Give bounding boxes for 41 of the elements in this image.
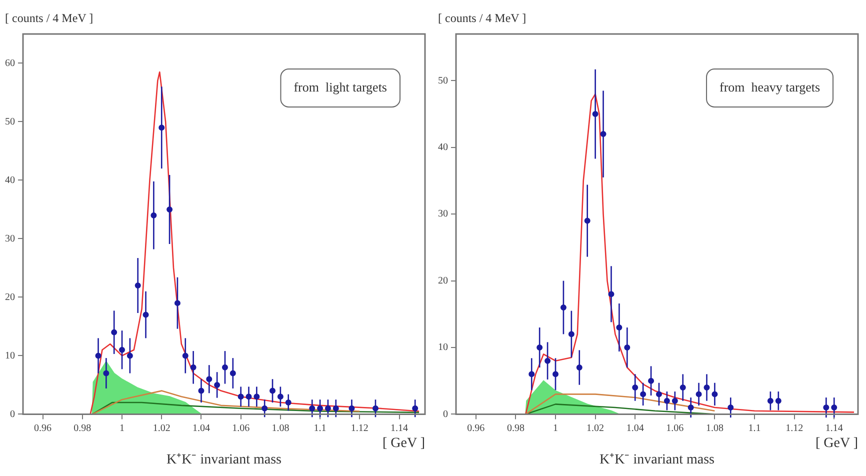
y-tick-label: 60 bbox=[5, 58, 15, 69]
y-axis-title: [ counts / 4 MeV ] bbox=[5, 11, 94, 25]
x-tick-label: 1.14 bbox=[825, 422, 843, 434]
x-tick-label: 1.12 bbox=[350, 422, 368, 434]
y-tick-label: 30 bbox=[438, 208, 448, 220]
y-tick-label: 30 bbox=[5, 233, 15, 244]
x-tick-label: 1.08 bbox=[272, 422, 290, 434]
text: [ GeV ] bbox=[382, 436, 425, 451]
x-tick-label: 1.08 bbox=[706, 422, 724, 434]
x-axis-title: K⁺K⁻ invariant mass bbox=[166, 452, 282, 468]
x-tick-label: 1.1 bbox=[748, 422, 761, 434]
x-tick-label: 1.12 bbox=[786, 422, 804, 434]
x-tick-label: 1.06 bbox=[666, 422, 684, 434]
x-tick-label: 1.06 bbox=[232, 422, 250, 434]
x-tick-label: 1.04 bbox=[626, 422, 644, 434]
x-tick-label: 1 bbox=[120, 422, 125, 434]
text: [ GeV ] bbox=[815, 436, 858, 451]
annotation: from light targets bbox=[294, 79, 388, 94]
x-tick-label: 1.14 bbox=[390, 422, 408, 434]
y-tick-label: 50 bbox=[438, 75, 448, 86]
x-tick-label: 1.1 bbox=[314, 422, 326, 434]
y-tick-label: 0 bbox=[443, 408, 448, 420]
y-tick-label: 0 bbox=[10, 408, 15, 420]
y-axis-title: [ counts / 4 MeV ] bbox=[438, 11, 526, 25]
y-tick-label: 20 bbox=[438, 275, 448, 286]
y-tick-label: 40 bbox=[438, 142, 448, 154]
x-tick-label: 0.98 bbox=[74, 422, 92, 434]
x-axis-title: K⁺K⁻ invariant mass bbox=[600, 452, 714, 468]
y-tick-label: 40 bbox=[5, 174, 15, 186]
x-tick-label: 1.02 bbox=[586, 422, 604, 434]
y-tick-label: 10 bbox=[5, 350, 15, 362]
x-tick-label: 1.02 bbox=[152, 422, 170, 434]
y-tick-label: 20 bbox=[5, 292, 15, 303]
x-tick-label: 0.98 bbox=[506, 422, 524, 434]
annotation: from heavy targets bbox=[720, 79, 820, 94]
x-tick-label: 1 bbox=[553, 422, 558, 434]
x-tick-label: 0.96 bbox=[467, 422, 485, 434]
x-tick-label: 1.04 bbox=[192, 422, 210, 434]
x-tick-label: 0.96 bbox=[34, 422, 52, 434]
y-tick-label: 50 bbox=[5, 116, 15, 128]
y-tick-label: 10 bbox=[438, 342, 448, 354]
